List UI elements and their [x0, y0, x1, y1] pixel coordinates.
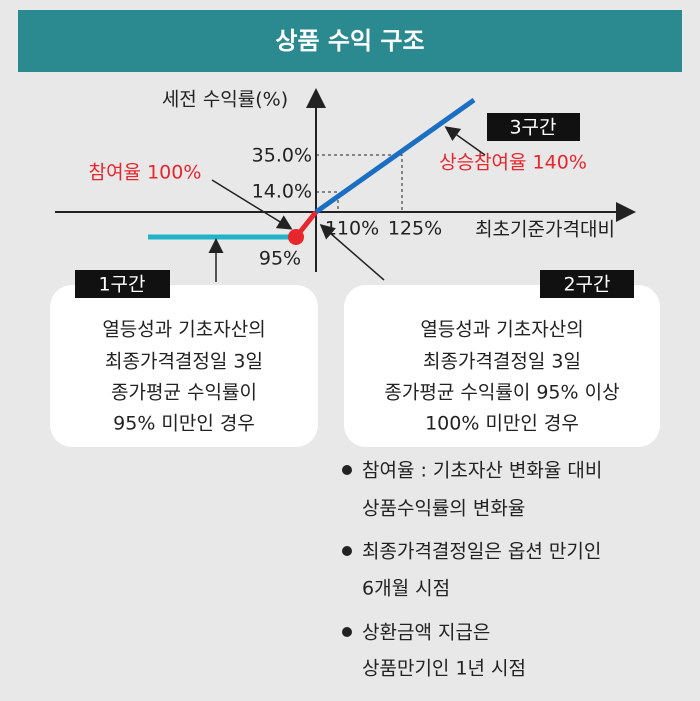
bullet [342, 465, 352, 475]
x-label: 95% [259, 248, 301, 270]
section-text: 종가평균 수익률이 95% 이상 [384, 382, 619, 404]
x-label: 110% [325, 218, 379, 240]
section-text: 100% 미만인 경우 [425, 413, 579, 435]
section-label: 2구간 [563, 274, 610, 296]
note-text: 상품수익률의 변화율 [362, 498, 525, 520]
section-label-box [487, 113, 580, 141]
arrow [211, 179, 293, 230]
section-label-box [540, 270, 634, 298]
arrow [444, 126, 486, 156]
segment-3 [314, 97, 476, 215]
section-text: 95% 미만인 경우 [113, 413, 255, 435]
section-box [50, 285, 318, 447]
bullet [342, 546, 352, 556]
section-label: 1구간 [98, 274, 145, 296]
bullet [342, 627, 352, 637]
y-label: 14.0% [252, 181, 312, 203]
upside-label: 상승참여율 140% [439, 152, 587, 174]
x-label: 125% [388, 218, 442, 240]
note-text: 상품만기인 1년 시점 [362, 658, 526, 680]
y-label: 35.0% [252, 145, 312, 167]
note-text: 참여율 : 기초자산 변화율 대비 [362, 460, 602, 482]
kink-point [288, 229, 304, 245]
x-axis-label: 최초기준가격대비 [475, 219, 615, 241]
section-text: 종가평균 수익률이 [111, 382, 257, 404]
section-label: 3구간 [509, 117, 556, 139]
section-text: 열등성과 기초자산의 [420, 319, 583, 341]
section-text: 최종가격결정일 3일 [105, 351, 263, 373]
section-text: 열등성과 기초자산의 [102, 319, 265, 341]
y-axis-label: 세전 수익률(%) [162, 89, 288, 111]
title-banner [18, 10, 682, 72]
section-text: 최종가격결정일 3일 [423, 351, 581, 373]
note-text: 6개월 시점 [362, 578, 450, 600]
note-text: 최종가격결정일은 옵션 만기인 [362, 541, 601, 563]
guide-lines [316, 154, 403, 212]
section-box [344, 285, 660, 447]
section-label-box [75, 270, 170, 298]
note-text: 상환금액 지급은 [362, 622, 490, 644]
arrow [319, 224, 385, 281]
participation-label: 참여율 100% [89, 162, 202, 184]
title: 상품 수익 구조 [275, 27, 424, 55]
